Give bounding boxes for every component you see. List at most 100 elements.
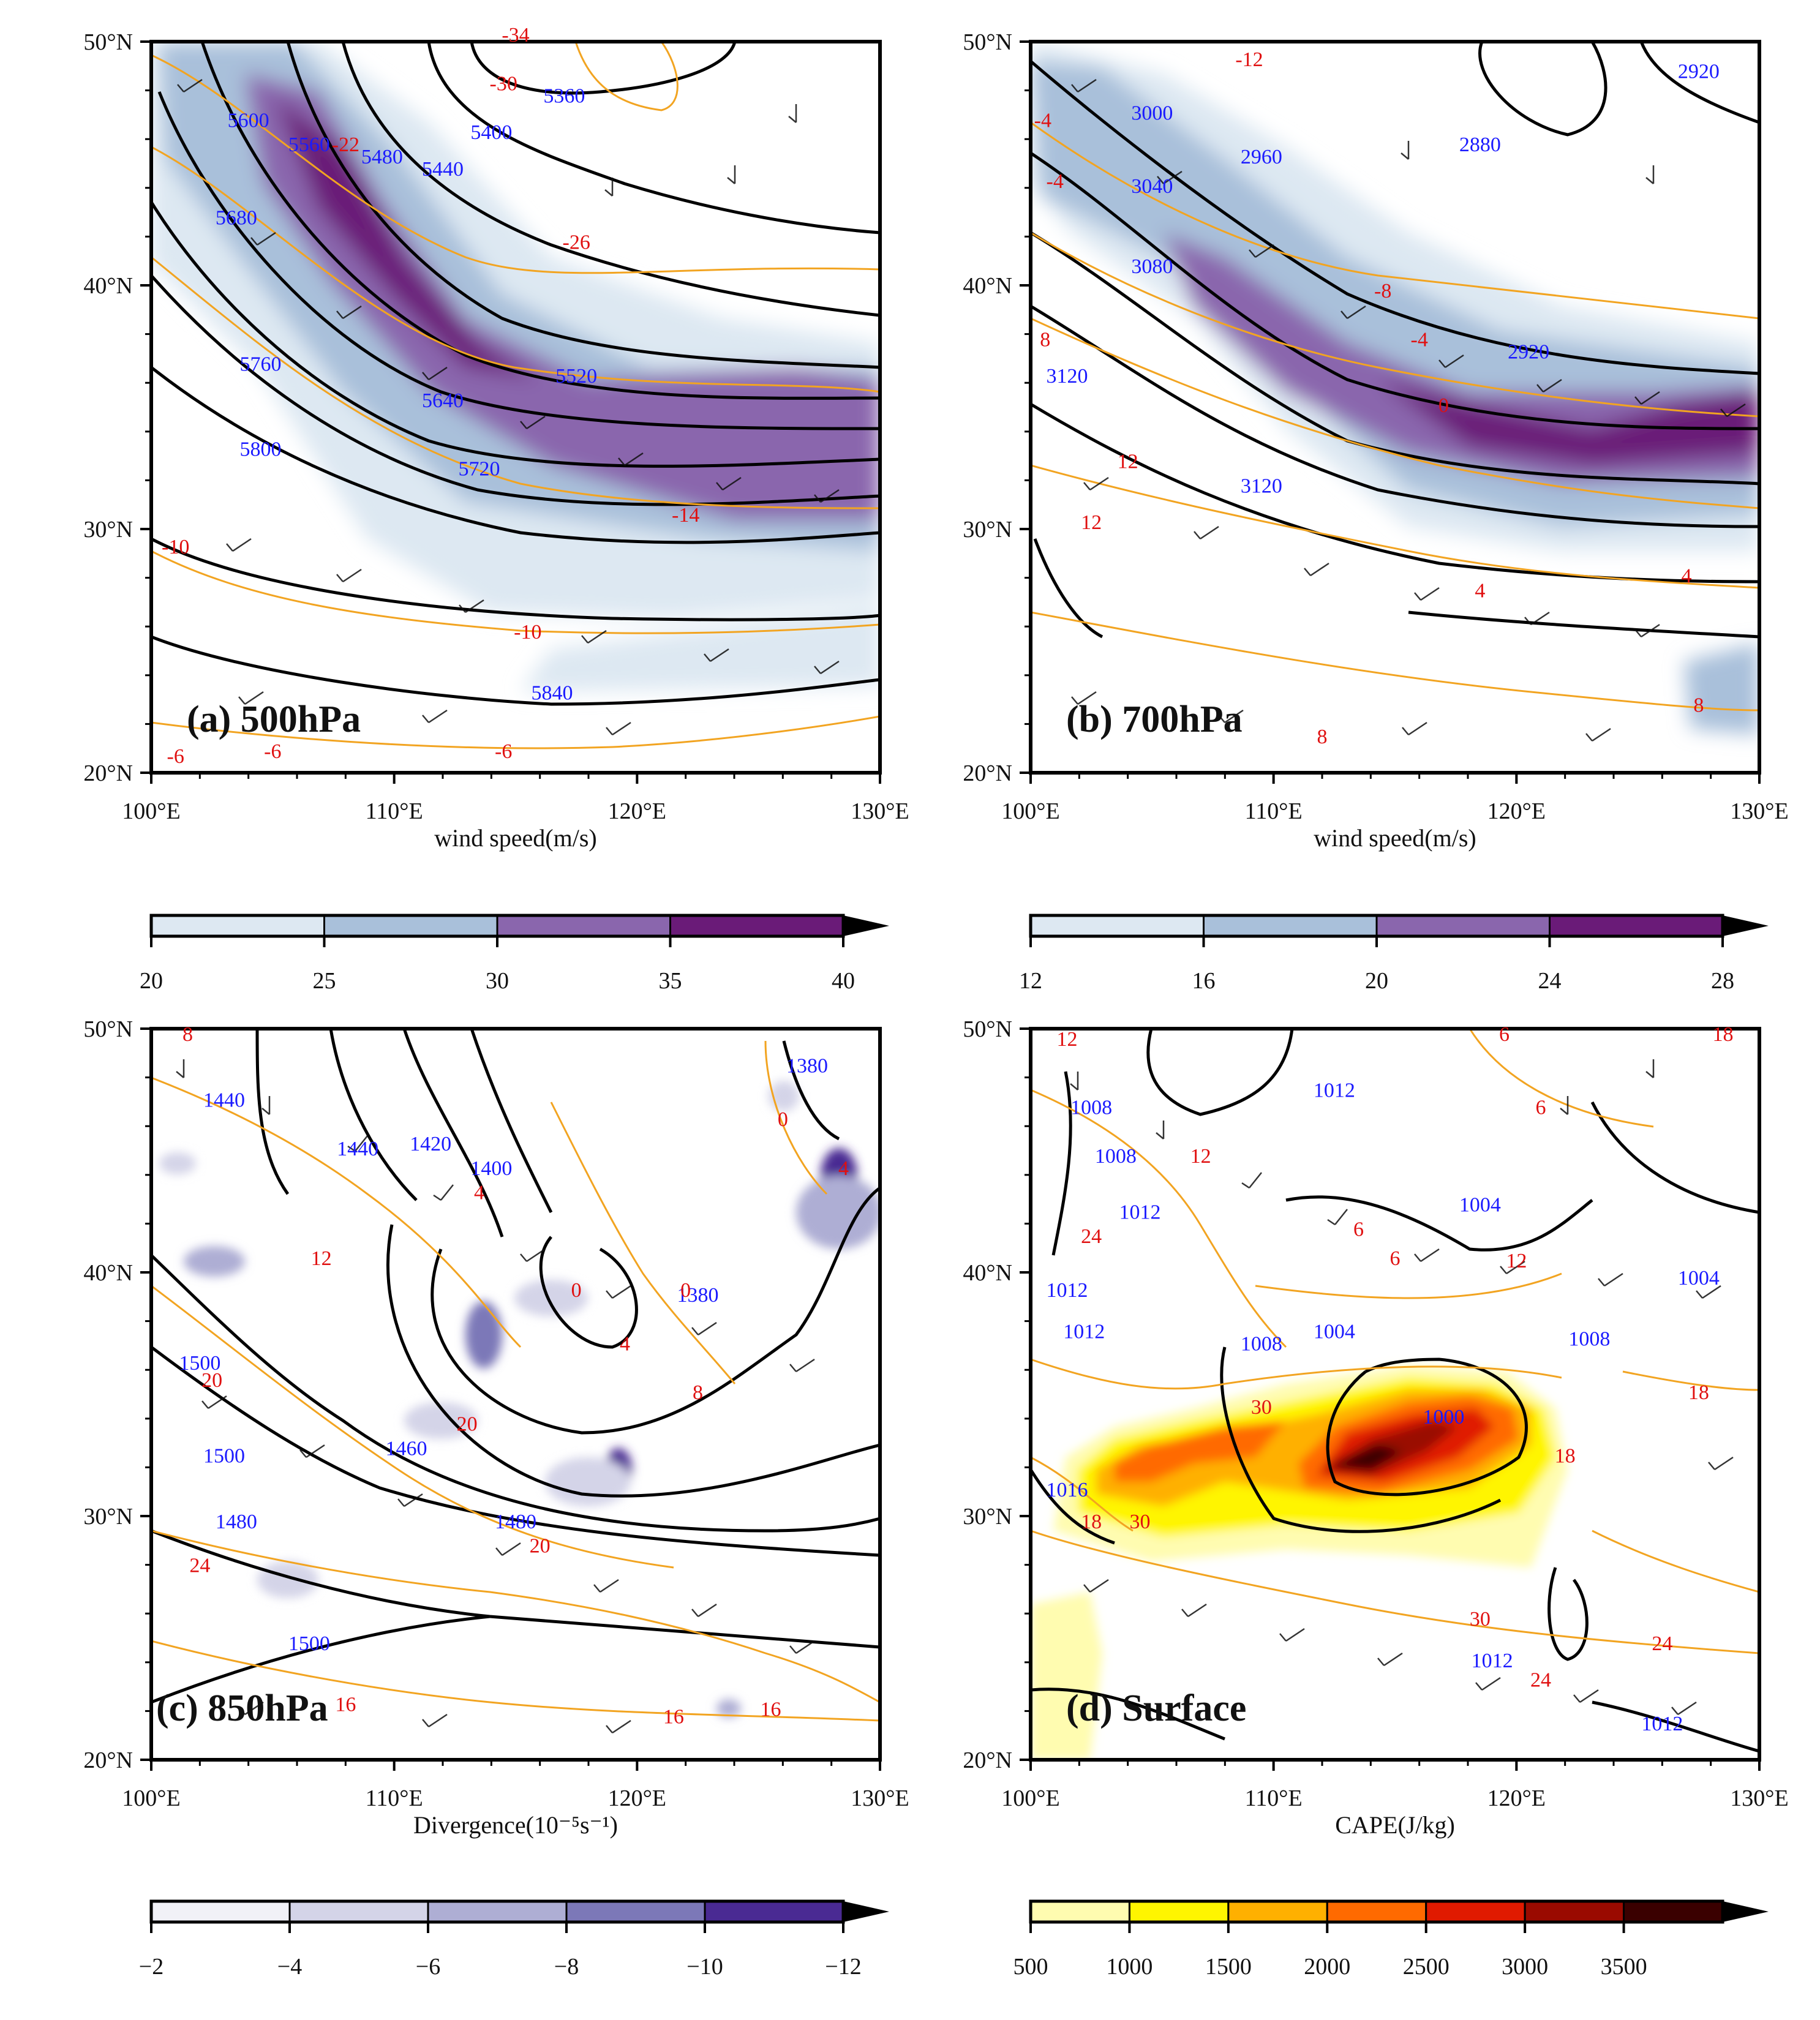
panel-c-isotherm-label: 4 [474, 1182, 484, 1204]
panel-d-contour-labels: 1012 1008 1008 1012 1004 1004 1012 1012 1008 1004… [1047, 1023, 1734, 1735]
panel-c-isotherm-label: 16 [335, 1693, 356, 1716]
panel-b-isotherm-label: -8 [1374, 280, 1391, 302]
panel-a-isoline-label: 5440 [422, 158, 464, 181]
panel-c-xlabel: Divergence(10⁻⁵s⁻¹) [413, 1811, 618, 1839]
panel-b-isotherm-label: 8 [1693, 694, 1704, 717]
panel-d-isoline-label: 1004 [1459, 1194, 1501, 1217]
panel-a-label: (a) 500hPa [187, 699, 361, 740]
panel-c-colorbar-frame [149, 1899, 845, 1924]
panel-c-y-tick-label: 20°N [83, 1748, 133, 1773]
panel-d-x-tick-label: 130°E [1730, 1785, 1788, 1811]
panel-b-y-tick-label: 30°N [963, 517, 1012, 543]
panel-d-isotherm-label: 18 [1688, 1381, 1709, 1404]
panel-b-xlabel: wind speed(m/s) [1314, 824, 1476, 852]
panel-a-colorbar-segment [150, 914, 325, 937]
panel-b-isotherm-label: -12 [1235, 48, 1263, 71]
panel-a-colorbar-extend [843, 915, 889, 936]
panel-b-colorbar-tick-label: 12 [1019, 968, 1042, 994]
panel-a: 5360 5400 5440 5480 5560 5600 5680 5520 5640 5760… [149, 24, 882, 775]
panel-d-isotherm-label: 6 [1536, 1096, 1546, 1119]
panel-b-temperature-contours [1031, 121, 1759, 712]
panel-c-colorbar-segment [150, 1900, 291, 1923]
panel-c-isotherm-label: 20 [530, 1535, 551, 1558]
panel-c-isoline-label: 1480 [495, 1511, 536, 1533]
panel-b-label: (b) 700hPa [1066, 699, 1243, 740]
panel-a-wind-barbs [177, 78, 840, 736]
panel-b-isotherm-label: 12 [1118, 451, 1138, 473]
panel-c-contour-labels: 1380 1440 1440 1420 1400 1380 1500 1460 1500 1480… [179, 1023, 849, 1728]
panel-a-isoline-label: 5680 [216, 207, 257, 230]
panel-d-colorbar-tick-label: 3000 [1502, 1954, 1548, 1980]
panel-a-isotherm-label: -6 [167, 745, 184, 768]
panel-c-isotherm-label: 0 [680, 1279, 691, 1302]
panel-c-divergence-shading [159, 1081, 880, 1718]
panel-a-isotherm-label: -34 [502, 24, 529, 47]
panel-b-wind-barbs [1071, 78, 1746, 742]
panel-d: 1012 1008 1008 1012 1004 1004 1012 1012 1008 1004… [1029, 1023, 1761, 1762]
panel-c-x-tick-label: 100°E [122, 1785, 180, 1811]
panel-d-isoline-label: 1012 [1314, 1079, 1355, 1102]
panel-b-isoline-label: 3000 [1131, 102, 1173, 124]
panel-b-isoline-label: 2920 [1678, 61, 1720, 83]
panel-c-colorbar-segment [565, 1900, 706, 1923]
panel-b-colorbar-tick-label: 16 [1192, 968, 1216, 994]
panel-d-colorbar-tick-label: 1500 [1205, 1954, 1252, 1980]
panel-b-isoline-label: 3120 [1047, 365, 1088, 388]
panel-b-colorbar: 12 16 20 24 28 [1019, 914, 1769, 994]
panel-d-label: (d) Surface [1066, 1688, 1246, 1729]
panel-c-isoline-label: 1400 [470, 1157, 512, 1180]
panel-c-y-tick-label: 50°N [83, 1016, 133, 1042]
panel-d-isotherm-label: 24 [1652, 1632, 1672, 1655]
panel-d-isotherm-label: 6 [1390, 1247, 1401, 1270]
panel-c-isotherm-label: 0 [571, 1279, 582, 1302]
panel-b-colorbar-tick-label: 24 [1538, 968, 1562, 994]
panel-d-isotherm-label: 18 [1555, 1444, 1576, 1467]
panel-c-isotherm-label: 8 [693, 1381, 703, 1404]
panel-b-colorbar-tick-label: 28 [1711, 968, 1734, 994]
panel-a-isoline-label: 5600 [228, 109, 269, 132]
panel-d-isotherm-label: 6 [1499, 1023, 1510, 1046]
panel-b-x-tick-label: 110°E [1245, 798, 1303, 824]
panel-b-colorbar-segment [1549, 914, 1724, 937]
panel-a-isoline-label: 5560 [288, 133, 330, 156]
panel-a-isotherm-label: -26 [563, 231, 590, 253]
panel-a-isoline-label: 5520 [555, 365, 597, 388]
panel-c-colorbar-tick-label: −2 [139, 1954, 164, 1980]
panel-a-isotherm-label: -10 [514, 621, 541, 644]
panel-c-y-tick-label: 40°N [83, 1260, 133, 1286]
panel-d-isoline-label: 1012 [1047, 1279, 1088, 1302]
panel-d-isotherm-label: 12 [1057, 1028, 1078, 1051]
panel-d-isotherm-label: 30 [1470, 1608, 1491, 1631]
panel-d-colorbar-segment [1425, 1900, 1526, 1923]
panel-d-isotherm-label: 30 [1251, 1396, 1272, 1419]
panel-b-isoline-label: 2960 [1241, 146, 1282, 168]
panel-d-cape-shading [1031, 1365, 1568, 1760]
panel-c-colorbar-segment [288, 1900, 429, 1923]
panel-c: 1380 1440 1440 1420 1400 1380 1500 1460 1500 1480… [149, 1023, 882, 1762]
panel-d-isoline-label: 1012 [1119, 1201, 1161, 1223]
panel-c-colorbar: −2 −4 −6 −8 −10 −12 [139, 1899, 889, 1980]
panel-a-isotherm-label: -14 [672, 504, 699, 527]
panel-d-colorbar: 500 1000 1500 2000 2500 3000 3500 [1013, 1899, 1769, 1980]
panel-d-y-tick-label: 20°N [963, 1748, 1012, 1773]
panel-c-colorbar-segment [704, 1900, 844, 1923]
panel-c-colorbar-tick-label: −12 [825, 1954, 861, 1980]
panel-c-label: (c) 850hPa [156, 1688, 328, 1729]
panel-d-axes: 100°E 110°E 120°E 130°E 20°N 30°N 40°N 50°N CAPE… [963, 1016, 1788, 1839]
panel-b-colorbar-tick-label: 20 [1365, 968, 1388, 994]
panel-a-height-contours [151, 42, 880, 706]
panel-d-y-tick-label: 30°N [963, 1504, 1012, 1530]
panel-b-isotherm-label: 8 [1040, 329, 1050, 351]
panel-c-temperature-contours [151, 1040, 880, 1722]
panel-c-isoline-label: 1380 [786, 1055, 828, 1078]
panel-c-isoline-label: 1440 [203, 1089, 245, 1111]
panel-d-isotherm-label: 30 [1130, 1511, 1151, 1533]
panel-c-axes: 100°E 110°E 120°E 130°E 20°N 30°N 40°N 50°N Dive… [83, 1016, 909, 1839]
panel-b-isotherm-label: 12 [1081, 511, 1102, 534]
panel-a-isoline-label: 5720 [459, 457, 500, 480]
panel-c-isotherm-label: 20 [457, 1413, 478, 1436]
panel-c-colorbar-extend [843, 1901, 889, 1922]
panel-c-isoline-label: 1480 [216, 1511, 257, 1533]
panel-b-axes: 100°E 110°E 120°E 130°E 20°N 30°N 40°N 50°N wind… [963, 29, 1788, 852]
panel-b-colorbar-segment [1203, 914, 1378, 937]
